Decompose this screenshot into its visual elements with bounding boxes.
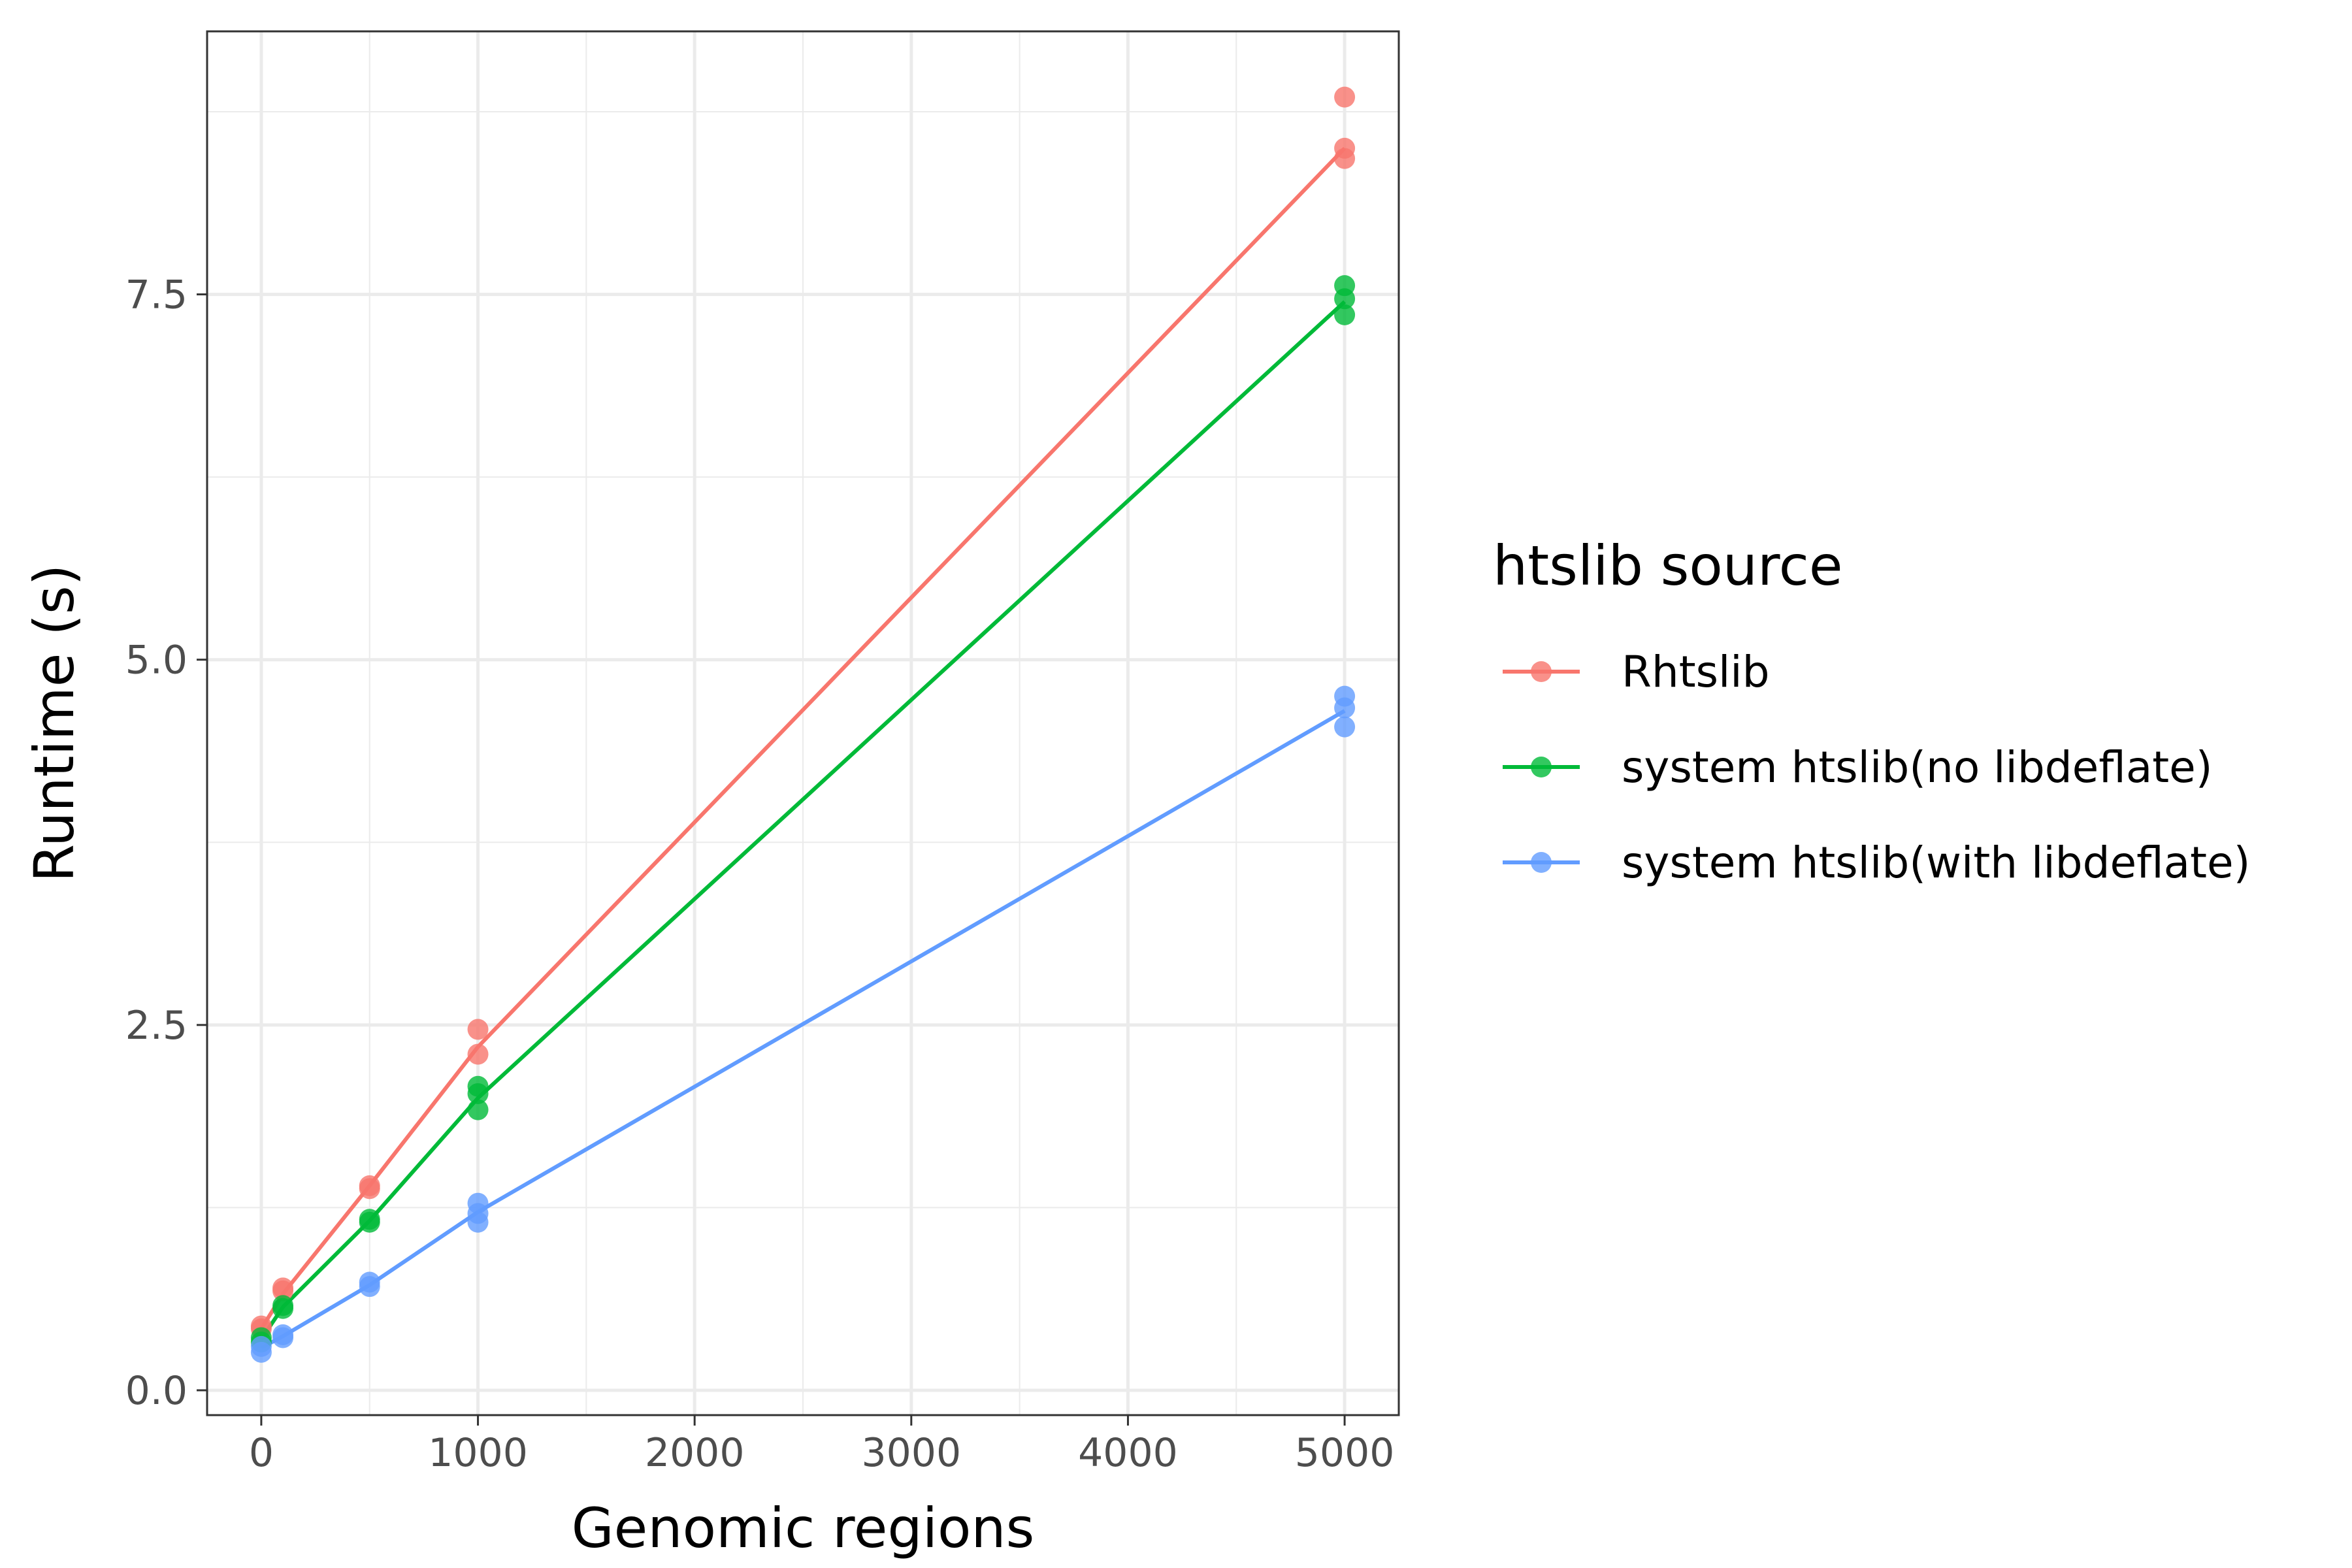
data-point-series-0 [467, 1019, 489, 1040]
legend: htslib source Rhtslib system htslib(no li… [1493, 534, 2250, 888]
legend-key-point [1531, 757, 1552, 777]
data-point-series-2 [1334, 697, 1356, 719]
data-point-series-0 [467, 1043, 489, 1065]
y-tick-label: 0.0 [125, 1368, 188, 1414]
grid-major [207, 31, 1399, 1415]
data-point-series-2 [250, 1341, 272, 1363]
x-tick-label: 0 [249, 1430, 274, 1476]
data-point-series-2 [272, 1327, 294, 1348]
data-point-series-1 [467, 1099, 489, 1120]
plot-area [206, 30, 1400, 1416]
data-point-series-1 [1334, 288, 1356, 310]
x-tick-label: 2000 [645, 1430, 745, 1476]
data-point-series-2 [359, 1276, 380, 1298]
x-tick-label: 1000 [428, 1430, 528, 1476]
data-point-series-0 [1334, 86, 1356, 108]
data-point-series-0 [359, 1178, 380, 1200]
data-point-series-1 [272, 1298, 294, 1319]
data-point-series-1 [467, 1083, 489, 1104]
legend-label: system htslib(with libdeflate) [1622, 838, 2250, 888]
legend-title: htslib source [1493, 534, 1843, 598]
x-tick-label: 3000 [861, 1430, 961, 1476]
y-axis: 0.0 2.5 5.0 7.5 [125, 272, 207, 1414]
y-axis-title: Runtime (s) [22, 564, 86, 883]
data-point-series-2 [467, 1211, 489, 1233]
x-tick-label: 5000 [1295, 1430, 1395, 1476]
x-axis: 0 1000 2000 3000 4000 5000 [249, 1415, 1395, 1476]
y-tick-label: 5.0 [125, 638, 188, 683]
legend-item: system htslib(with libdeflate) [1503, 838, 2250, 888]
legend-key-point [1531, 661, 1552, 682]
x-axis-title: Genomic regions [572, 1496, 1035, 1560]
data-point-series-1 [1334, 304, 1356, 325]
data-point-series-1 [359, 1211, 380, 1233]
panel-border [206, 30, 1400, 1416]
data-point-series-2 [1334, 716, 1356, 738]
legend-item: system htslib(no libdeflate) [1503, 742, 2213, 792]
data-point-series-0 [1334, 148, 1356, 169]
data-point-series-0 [272, 1280, 294, 1301]
legend-item: Rhtslib [1503, 647, 1770, 697]
series-points [250, 86, 1356, 1363]
y-tick-label: 7.5 [125, 272, 188, 318]
legend-items: Rhtslib system htslib(no libdeflate) syste… [1503, 647, 2250, 888]
legend-label: system htslib(no libdeflate) [1622, 742, 2213, 792]
legend-key-point [1531, 852, 1552, 873]
y-tick-label: 2.5 [125, 1003, 188, 1049]
x-tick-label: 4000 [1078, 1430, 1178, 1476]
legend-label: Rhtslib [1622, 647, 1770, 697]
